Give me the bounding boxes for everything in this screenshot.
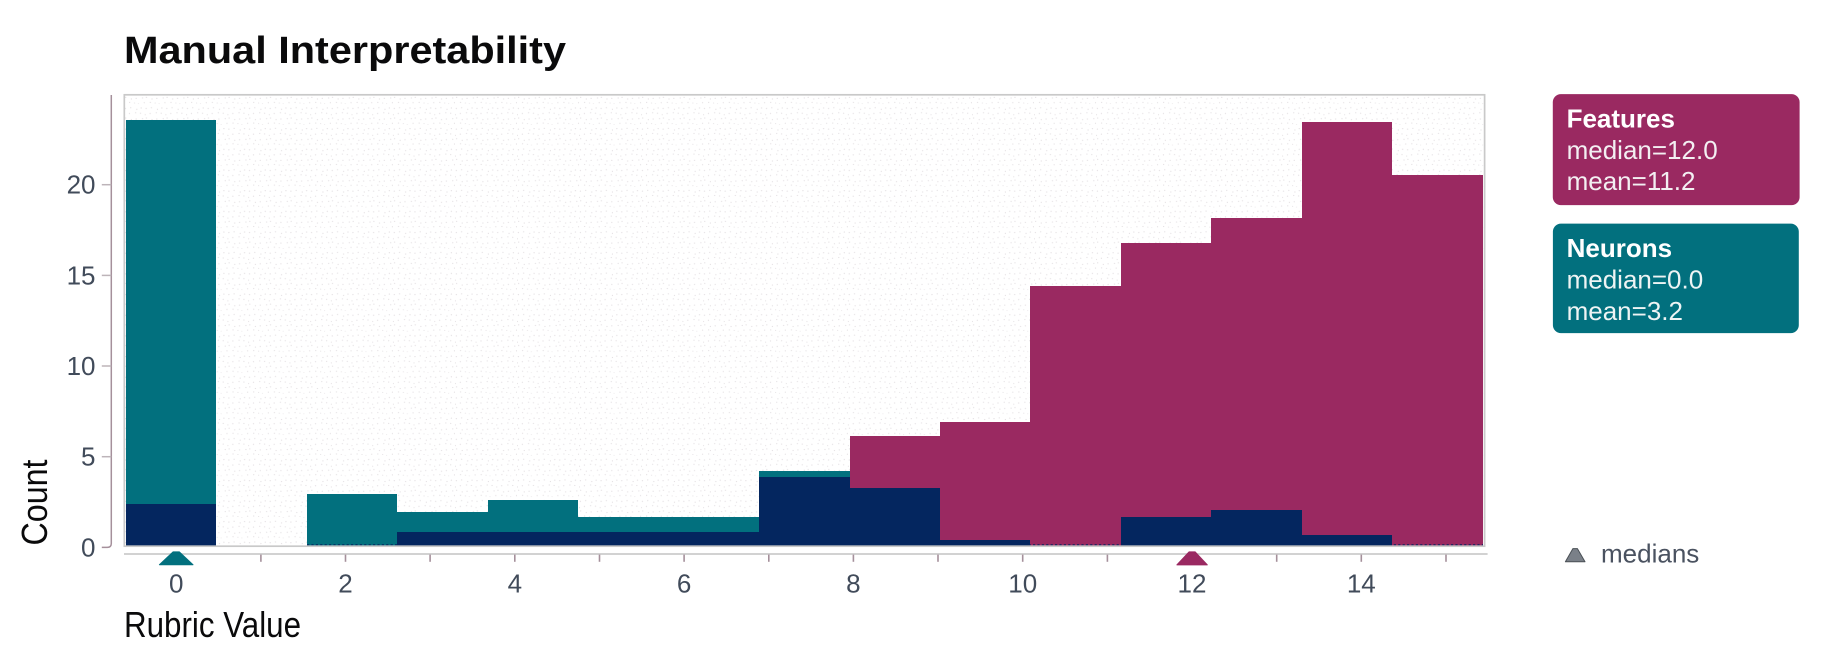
svg-text:Features: Features (1567, 103, 1675, 133)
svg-text:5: 5 (81, 442, 95, 472)
svg-text:6: 6 (677, 568, 691, 598)
svg-text:8: 8 (846, 568, 860, 598)
svg-text:4: 4 (508, 568, 522, 598)
svg-text:14: 14 (1347, 568, 1376, 598)
svg-text:12: 12 (1178, 568, 1207, 598)
svg-text:mean=11.2: mean=11.2 (1567, 166, 1696, 196)
svg-text:median=12.0: median=12.0 (1567, 135, 1718, 165)
svg-text:median=0.0: median=0.0 (1567, 264, 1704, 294)
svg-text:15: 15 (67, 260, 96, 290)
svg-text:0: 0 (81, 532, 95, 562)
svg-text:medians: medians (1601, 539, 1699, 569)
svg-text:Manual Interpretability: Manual Interpretability (124, 30, 566, 72)
svg-text:mean=3.2: mean=3.2 (1567, 296, 1683, 326)
svg-text:0: 0 (169, 568, 183, 598)
svg-text:Count: Count (14, 460, 55, 546)
svg-text:Neurons: Neurons (1567, 233, 1672, 263)
svg-text:20: 20 (67, 170, 96, 200)
svg-text:10: 10 (67, 351, 96, 381)
svg-text:10: 10 (1008, 568, 1037, 598)
svg-text:2: 2 (338, 568, 352, 598)
svg-text:Rubric Value: Rubric Value (124, 604, 301, 645)
